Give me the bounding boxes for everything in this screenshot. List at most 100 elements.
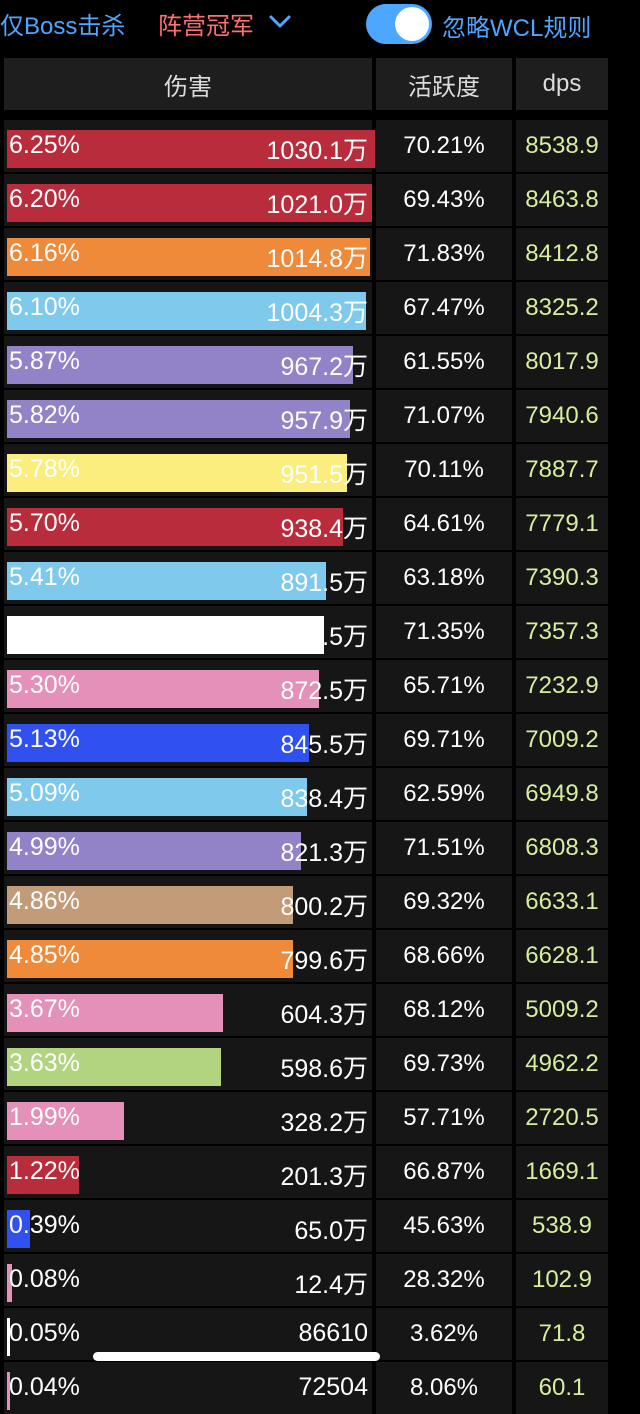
damage-percent: 0.39% — [9, 1211, 80, 1239]
damage-bar — [7, 1048, 221, 1086]
toggle-knob — [395, 7, 429, 41]
dps-cell: 8017.9 — [516, 336, 608, 388]
damage-amount: 845.5万 — [280, 731, 368, 759]
home-indicator — [93, 1352, 380, 1361]
damage-bar — [7, 1210, 30, 1248]
damage-percent: 3.67% — [9, 995, 80, 1023]
damage-bar — [7, 778, 307, 816]
damage-cell: 3.67% 604.3万 — [4, 984, 372, 1036]
damage-amount: 957.9万 — [280, 407, 368, 435]
table-row[interactable]: 3.67% 604.3万 68.12% 5009.2 — [4, 984, 608, 1036]
dps-cell: 6633.1 — [516, 876, 608, 928]
damage-bar — [7, 724, 310, 762]
damage-bar — [7, 562, 326, 600]
table-row[interactable]: 0.04% 72504 8.06% 60.1 — [4, 1362, 608, 1414]
header-activity[interactable]: 活跃度 — [376, 58, 512, 110]
damage-amount: 838.4万 — [280, 785, 368, 813]
damage-percent: 1.99% — [9, 1103, 80, 1131]
dps-cell: 7887.7 — [516, 444, 608, 496]
table-row[interactable]: 6.10% 1004.3万 67.47% 8325.2 — [4, 282, 608, 334]
damage-amount: 1021.0万 — [266, 191, 368, 219]
header-damage[interactable]: 伤害 — [4, 58, 372, 110]
damage-percent: 4.86% — [9, 887, 80, 915]
damage-cell: 6.16% 1014.8万 — [4, 228, 372, 280]
damage-percent: 5.78% — [9, 455, 80, 483]
damage-amount: 328.2万 — [280, 1109, 368, 1137]
damage-amount: 872.5万 — [280, 677, 368, 705]
table-row[interactable]: 6.20% 1021.0万 69.43% 8463.8 — [4, 174, 608, 226]
table-row[interactable]: 0.39% 65.0万 45.63% 538.9 — [4, 1200, 608, 1252]
chevron-down-icon[interactable] — [268, 12, 292, 32]
damage-cell: 0.05% 86610 — [4, 1308, 372, 1360]
damage-amount: 598.6万 — [280, 1055, 368, 1083]
damage-cell: 5.70% 938.4万 — [4, 498, 372, 550]
activity-cell: 71.07% — [376, 390, 512, 442]
activity-cell: 66.87% — [376, 1146, 512, 1198]
table-row[interactable]: 5.39% 887.5万 71.35% 7357.3 — [4, 606, 608, 658]
damage-cell: 3.63% 598.6万 — [4, 1038, 372, 1090]
table-row[interactable]: 5.82% 957.9万 71.07% 7940.6 — [4, 390, 608, 442]
table-row[interactable]: 5.70% 938.4万 64.61% 7779.1 — [4, 498, 608, 550]
dps-cell: 4962.2 — [516, 1038, 608, 1090]
table-row[interactable]: 1.22% 201.3万 66.87% 1669.1 — [4, 1146, 608, 1198]
activity-cell: 69.71% — [376, 714, 512, 766]
dps-cell: 7009.2 — [516, 714, 608, 766]
dps-cell: 60.1 — [516, 1362, 608, 1414]
damage-cell: 5.09% 838.4万 — [4, 768, 372, 820]
damage-bar — [7, 616, 325, 654]
table-row[interactable]: 5.78% 951.5万 70.11% 7887.7 — [4, 444, 608, 496]
faction-dropdown[interactable]: 阵营冠军 — [158, 13, 254, 40]
table-row[interactable]: 5.09% 838.4万 62.59% 6949.8 — [4, 768, 608, 820]
ignore-wcl-toggle[interactable] — [366, 4, 432, 44]
activity-cell: 64.61% — [376, 498, 512, 550]
damage-percent: 3.63% — [9, 1049, 80, 1077]
damage-cell: 5.30% 872.5万 — [4, 660, 372, 712]
damage-cell: 0.08% 12.4万 — [4, 1254, 372, 1306]
table-row[interactable]: 4.86% 800.2万 69.32% 6633.1 — [4, 876, 608, 928]
damage-amount: 12.4万 — [294, 1271, 368, 1299]
damage-cell: 6.20% 1021.0万 — [4, 174, 373, 226]
damage-percent: 5.39% — [9, 617, 80, 645]
damage-bar — [7, 508, 343, 546]
dps-cell: 5009.2 — [516, 984, 608, 1036]
damage-percent: 6.10% — [9, 293, 80, 321]
activity-cell: 70.11% — [376, 444, 512, 496]
damage-bar — [7, 940, 293, 978]
table-row[interactable]: 5.30% 872.5万 65.71% 7232.9 — [4, 660, 608, 712]
table-row[interactable]: 5.41% 891.5万 63.18% 7390.3 — [4, 552, 608, 604]
activity-cell: 70.21% — [376, 120, 512, 172]
damage-bar — [7, 1264, 12, 1302]
damage-amount: 967.2万 — [280, 353, 368, 381]
boss-kill-filter[interactable]: 仅Boss击杀 — [0, 13, 126, 40]
table-row[interactable]: 0.08% 12.4万 28.32% 102.9 — [4, 1254, 608, 1306]
activity-cell: 45.63% — [376, 1200, 512, 1252]
table-row[interactable]: 6.16% 1014.8万 71.83% 8412.8 — [4, 228, 608, 280]
damage-percent: 5.70% — [9, 509, 80, 537]
dps-cell: 8325.2 — [516, 282, 608, 334]
table-row[interactable]: 6.25% 1030.1万 70.21% 8538.9 — [4, 120, 608, 172]
table-row[interactable]: 1.99% 328.2万 57.71% 2720.5 — [4, 1092, 608, 1144]
dps-cell: 6808.3 — [516, 822, 608, 874]
damage-percent: 5.30% — [9, 671, 80, 699]
header-dps[interactable]: dps — [516, 58, 608, 110]
table-row[interactable]: 5.13% 845.5万 69.71% 7009.2 — [4, 714, 608, 766]
dps-cell: 7779.1 — [516, 498, 608, 550]
damage-percent: 6.20% — [9, 185, 80, 213]
damage-percent: 0.08% — [9, 1265, 80, 1293]
damage-cell: 6.25% 1030.1万 — [4, 120, 375, 172]
table-row[interactable]: 5.87% 967.2万 61.55% 8017.9 — [4, 336, 608, 388]
table-row[interactable]: 0.05% 86610 3.62% 71.8 — [4, 1308, 608, 1360]
damage-bar — [7, 994, 224, 1032]
table-row[interactable]: 3.63% 598.6万 69.73% 4962.2 — [4, 1038, 608, 1090]
damage-amount: 86610 — [298, 1319, 368, 1347]
dps-cell: 2720.5 — [516, 1092, 608, 1144]
activity-cell: 69.43% — [376, 174, 512, 226]
damage-bar — [7, 292, 367, 330]
activity-cell: 61.55% — [376, 336, 512, 388]
table-row[interactable]: 4.99% 821.3万 71.51% 6808.3 — [4, 822, 608, 874]
table-row[interactable]: 4.85% 799.6万 68.66% 6628.1 — [4, 930, 608, 982]
damage-amount: 800.2万 — [280, 893, 368, 921]
damage-cell: 5.78% 951.5万 — [4, 444, 372, 496]
damage-cell: 1.22% 201.3万 — [4, 1146, 372, 1198]
activity-cell: 57.71% — [376, 1092, 512, 1144]
